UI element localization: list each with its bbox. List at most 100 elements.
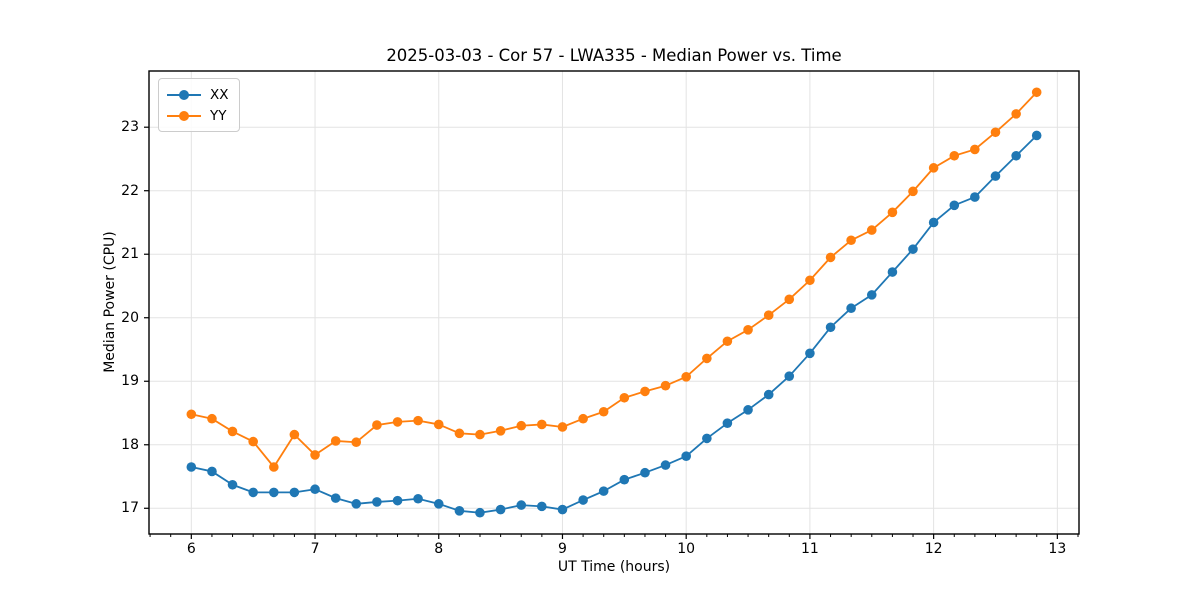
data-point-YY — [805, 275, 815, 286]
data-point-YY — [269, 462, 279, 472]
x-tick-label: 12 — [924, 541, 943, 557]
data-point-YY — [660, 380, 671, 391]
data-point-YY — [351, 437, 362, 448]
data-point-YY — [207, 413, 217, 424]
data-point-YY — [433, 419, 444, 430]
data-point-YY — [970, 144, 980, 155]
y-tick-label: 18 — [121, 436, 139, 453]
data-point-YY — [516, 420, 527, 431]
data-point-YY — [289, 429, 300, 440]
x-axis-label: UT Time (hours) — [557, 559, 671, 575]
data-point-YY — [619, 392, 630, 403]
data-point-XX — [310, 484, 320, 495]
data-point-XX — [598, 486, 609, 496]
data-point-YY — [928, 163, 939, 173]
data-point-YY — [681, 372, 691, 382]
y-tick-label: 22 — [121, 182, 139, 199]
data-point-YY — [227, 426, 238, 437]
y-tick-label: 23 — [121, 119, 139, 136]
data-point-XX — [227, 479, 238, 490]
data-point-XX — [866, 290, 877, 300]
data-point-YY — [557, 422, 568, 432]
legend-item-YY: YY — [167, 105, 229, 126]
data-point-XX — [660, 460, 671, 470]
data-point-XX — [454, 506, 465, 516]
legend-marker-icon — [167, 89, 201, 100]
data-point-XX — [928, 217, 939, 228]
data-point-YY — [186, 409, 197, 420]
data-point-XX — [763, 389, 774, 400]
data-point-XX — [248, 487, 258, 498]
data-point-YY — [702, 353, 712, 364]
legend: XX YY — [158, 78, 240, 132]
data-point-XX — [846, 303, 856, 314]
data-point-XX — [269, 487, 279, 498]
data-point-XX — [578, 495, 588, 505]
data-point-XX — [372, 497, 382, 507]
data-point-XX — [908, 244, 918, 254]
data-point-XX — [392, 495, 403, 506]
data-point-YY — [825, 252, 836, 263]
data-point-YY — [949, 150, 960, 161]
data-point-YY — [598, 406, 609, 417]
data-point-YY — [908, 186, 918, 197]
x-tick-label: 9 — [558, 541, 567, 557]
legend-label: YY — [210, 107, 227, 124]
data-point-XX — [495, 504, 506, 515]
data-point-YY — [1011, 109, 1021, 119]
y-tick-label: 20 — [121, 309, 139, 326]
data-point-YY — [392, 417, 403, 427]
y-tick-label: 19 — [121, 373, 139, 390]
data-point-YY — [372, 420, 382, 430]
data-point-XX — [289, 487, 300, 498]
data-point-XX — [722, 418, 733, 428]
data-point-XX — [433, 499, 444, 509]
data-point-YY — [310, 450, 320, 460]
data-point-XX — [516, 500, 527, 510]
x-tick-label: 10 — [677, 541, 696, 557]
y-tick-label: 17 — [121, 500, 139, 517]
legend-item-XX: XX — [167, 84, 229, 105]
data-point-XX — [949, 200, 960, 211]
x-tick-label: 6 — [186, 541, 196, 557]
legend-marker-icon — [167, 110, 201, 121]
x-tick-label: 8 — [434, 541, 444, 557]
data-point-XX — [413, 493, 423, 504]
data-point-YY — [1031, 87, 1042, 98]
data-point-YY — [743, 325, 753, 335]
data-point-YY — [330, 436, 341, 446]
x-tick-label: 7 — [310, 541, 320, 557]
data-point-XX — [805, 348, 815, 359]
series-line-YY — [191, 91, 1038, 468]
y-tick-label: 21 — [121, 246, 139, 263]
legend-label: XX — [210, 86, 229, 103]
data-point-XX — [186, 462, 197, 472]
data-point-XX — [640, 467, 650, 478]
data-point-YY — [784, 294, 795, 305]
data-point-YY — [475, 429, 485, 440]
data-point-XX — [351, 499, 362, 509]
data-point-XX — [887, 267, 898, 277]
data-point-YY — [763, 310, 774, 321]
data-point-XX — [681, 451, 691, 461]
chart-title: 2025-03-03 - Cor 57 - LWA335 - Median Po… — [386, 46, 842, 65]
data-point-XX — [619, 474, 630, 485]
x-tick-label: 13 — [1048, 541, 1067, 557]
x-tick-label: 11 — [800, 541, 819, 557]
data-point-XX — [1011, 150, 1021, 161]
data-point-XX — [475, 507, 485, 518]
data-point-YY — [866, 225, 877, 235]
data-point-XX — [557, 504, 568, 515]
data-point-XX — [743, 405, 753, 415]
data-point-XX — [537, 501, 547, 512]
data-point-XX — [207, 466, 217, 477]
data-point-YY — [578, 413, 588, 424]
data-point-YY — [495, 425, 506, 436]
data-point-XX — [784, 371, 795, 381]
data-point-XX — [970, 192, 980, 202]
data-point-XX — [1031, 130, 1042, 141]
data-point-XX — [330, 493, 341, 503]
data-point-XX — [825, 322, 836, 333]
